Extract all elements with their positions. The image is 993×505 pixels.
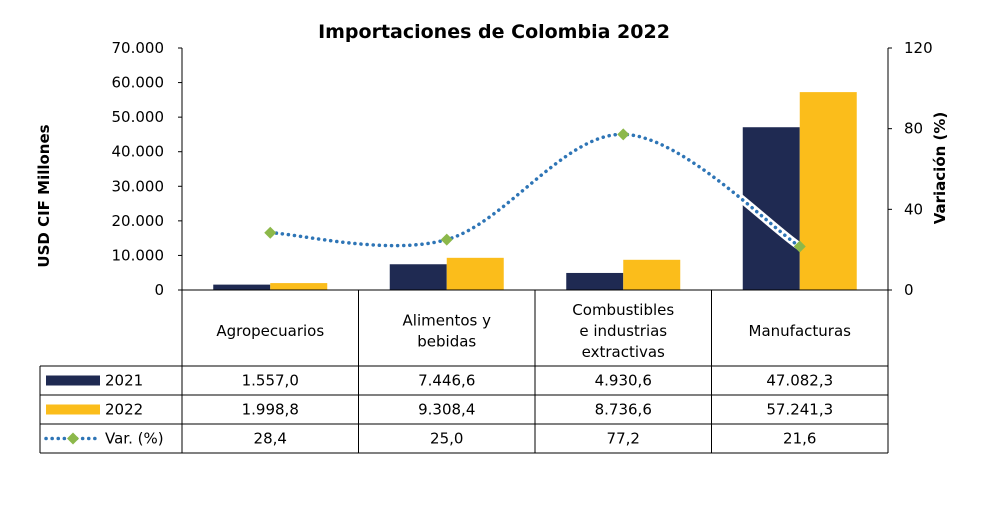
y2-axis-title: Variación (%) (931, 112, 949, 225)
y2-tick-label: 40 (904, 200, 923, 218)
data-label-3-3: 77,2 (607, 430, 640, 448)
y-tick-label: 40.000 (112, 143, 165, 161)
variation-line-group (264, 128, 806, 253)
legend-key-2021 (46, 375, 100, 386)
category-label-4: Manufacturas (749, 322, 852, 340)
data-label-2-2: 9.308,4 (418, 401, 475, 419)
y-tick-label: 70.000 (112, 39, 165, 57)
bar-2022-3 (623, 259, 681, 290)
bars-group (213, 92, 857, 291)
data-label-2-1: 1.998,8 (242, 401, 299, 419)
category-label-3: extractivas (582, 343, 665, 361)
y-tick-label: 60.000 (112, 74, 165, 92)
variation-line-halo (266, 130, 804, 251)
bar-2021-1 (213, 284, 271, 290)
variation-marker-3 (617, 128, 630, 141)
y-axis-title: USD CIF Millones (35, 124, 53, 267)
data-table: Agropecuarios Alimentos y bebidas Combustib… (39, 290, 889, 454)
bar-2021-2 (389, 264, 447, 290)
data-label-1-3: 4.930,6 (595, 372, 652, 390)
bar-2022-2 (446, 257, 504, 290)
data-label-3-4: 21,6 (783, 430, 816, 448)
legend-label-2: 2022 (105, 401, 143, 419)
y-tick-label: 0 (154, 281, 164, 299)
data-label-1-4: 47.082,3 (766, 372, 833, 390)
y-tick-label: 10.000 (112, 246, 165, 264)
legend-label-1: 2021 (105, 372, 143, 390)
category-label-3: e industrias (579, 322, 667, 340)
data-label-1-1: 1.557,0 (242, 372, 299, 390)
data-label-2-3: 8.736,6 (595, 401, 652, 419)
data-label-3-1: 28,4 (254, 430, 287, 448)
category-label-2: bebidas (417, 333, 476, 351)
category-label-1: Agropecuarios (216, 322, 324, 340)
category-label-3: Combustibles (572, 301, 674, 319)
chart-title: Importaciones de Colombia 2022 (318, 21, 670, 43)
data-label-1-2: 7.446,6 (418, 372, 475, 390)
legend-key-2022 (46, 404, 100, 415)
bar-2022-4 (799, 92, 857, 291)
variation-line (268, 132, 802, 249)
legend-key-variation-marker (67, 432, 79, 445)
variation-marker-2 (440, 233, 453, 246)
y2-tick-label: 0 (904, 281, 914, 299)
y-tick-label: 20.000 (112, 212, 165, 230)
y2-tick-label: 80 (904, 120, 923, 138)
variation-marker-4 (793, 240, 806, 253)
axes-group: 0 10.000 20.000 30.000 40.000 50.000 60.000 70.… (112, 39, 933, 299)
bar-2021-3 (566, 272, 624, 290)
data-label-3-2: 25,0 (430, 430, 463, 448)
legend-label-3: Var. (%) (105, 430, 164, 448)
y2-tick-label: 120 (904, 39, 933, 57)
data-label-2-4: 57.241,3 (766, 401, 833, 419)
bar-2022-1 (270, 283, 328, 290)
variation-marker-1 (264, 226, 277, 239)
y-tick-label: 30.000 (112, 177, 165, 195)
category-label-2: Alimentos y (403, 312, 492, 330)
y-tick-label: 50.000 (112, 108, 165, 126)
